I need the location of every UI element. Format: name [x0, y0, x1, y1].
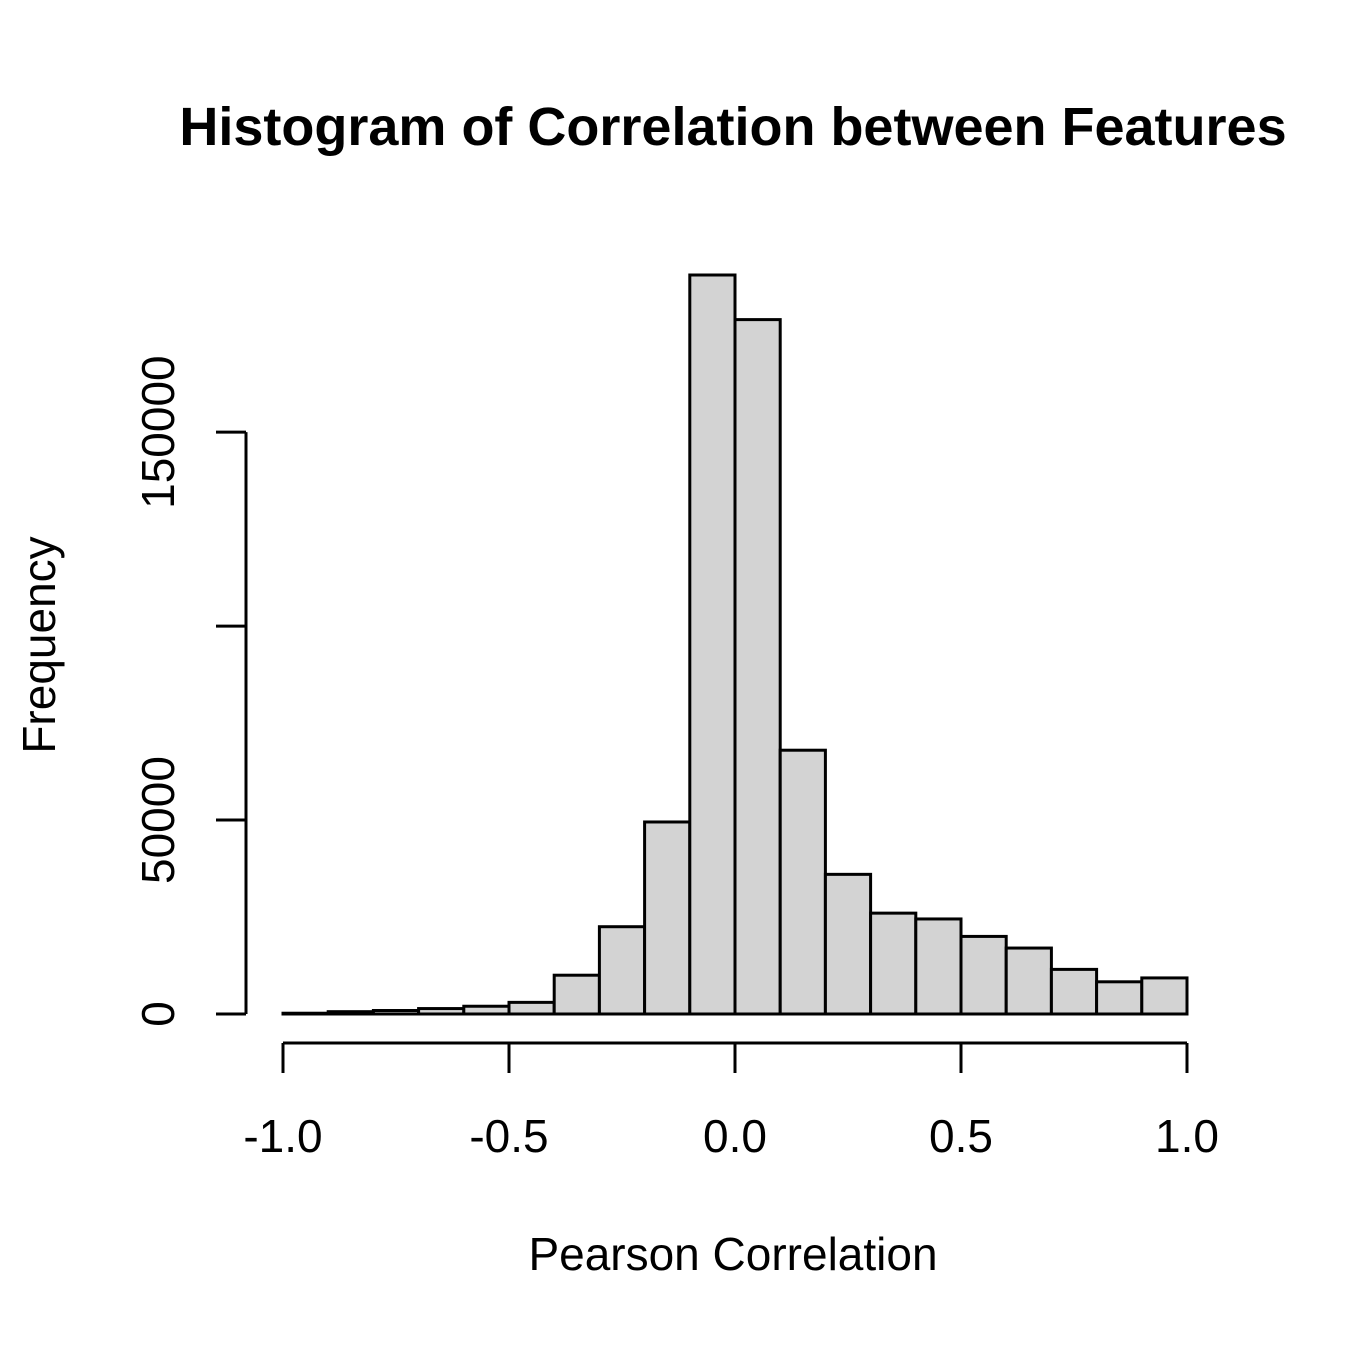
histogram-bar: [417, 1007, 466, 1016]
x-tick-label: -0.5: [469, 1110, 548, 1162]
histogram-bar: [733, 318, 782, 1016]
histogram-bar: [507, 1000, 556, 1016]
histogram-bar: [326, 1010, 375, 1016]
x-axis-label: Pearson Correlation: [528, 1228, 937, 1280]
histogram-bar: [281, 1011, 330, 1016]
y-tick-label: 50000: [132, 756, 184, 884]
y-axis: 0 50000 150000: [132, 355, 248, 1027]
x-tick-label: 1.0: [1155, 1110, 1219, 1162]
histogram-bar: [1140, 976, 1189, 1016]
x-axis: -1.0 -0.5 0.0 0.5 1.0: [243, 1041, 1219, 1162]
histogram-bar: [371, 1009, 421, 1016]
y-tick-label: 150000: [132, 355, 184, 509]
histogram-bar: [1049, 967, 1099, 1016]
histogram-bar: [462, 1004, 511, 1016]
histogram-bars: [281, 273, 1189, 1016]
y-axis-label: Frequency: [13, 536, 65, 753]
x-tick-label: 0.0: [703, 1110, 767, 1162]
histogram-bar: [914, 917, 963, 1016]
histogram-bar: [643, 820, 692, 1016]
histogram-bar: [823, 872, 873, 1016]
histogram-bar: [1095, 980, 1144, 1016]
histogram-bar: [778, 748, 827, 1016]
x-tick-label: -1.0: [243, 1110, 322, 1162]
histogram-bar: [552, 973, 601, 1016]
chart-title: Histogram of Correlation between Feature…: [179, 97, 1286, 157]
histogram-bar: [1004, 946, 1053, 1016]
histogram-bar: [688, 273, 737, 1016]
y-tick-label: 0: [132, 1001, 184, 1027]
histogram-bar: [959, 934, 1008, 1016]
x-tick-label: 0.5: [929, 1110, 993, 1162]
histogram-bar: [869, 911, 918, 1016]
histogram-bar: [597, 925, 647, 1016]
